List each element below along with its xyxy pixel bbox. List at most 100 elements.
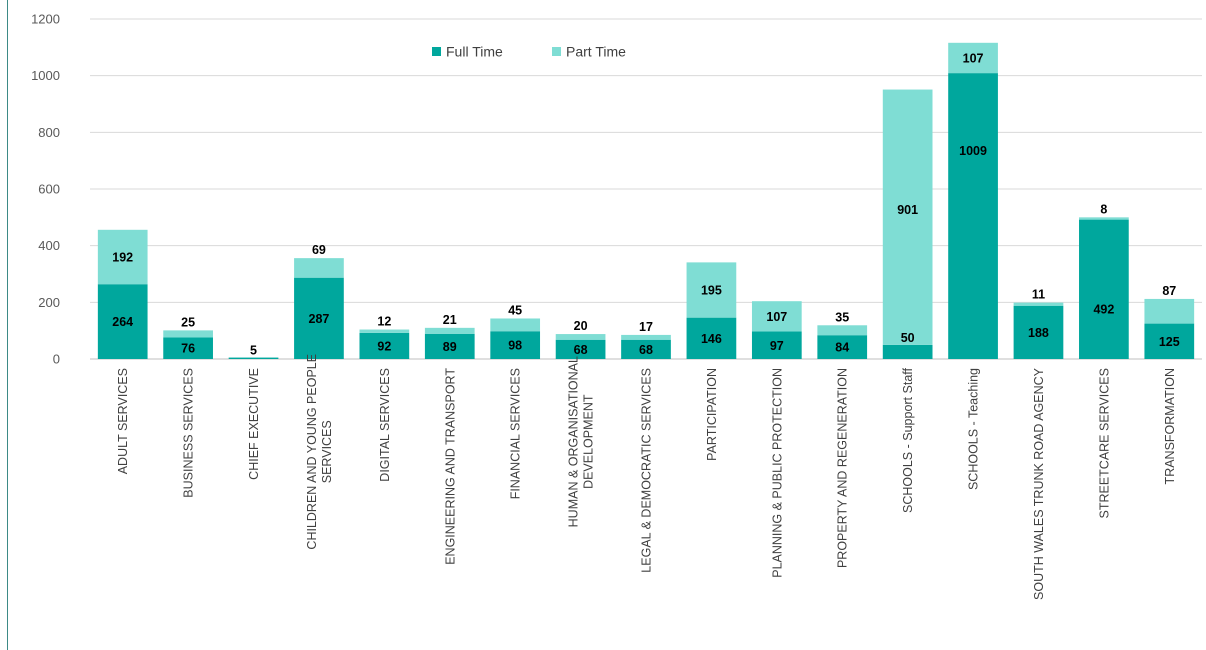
data-label-part-time-16: 87: [1162, 284, 1176, 298]
data-label-part-time-6: 45: [508, 303, 522, 317]
bar-part-time-12: [882, 89, 933, 345]
category-label-10: PLANNING & PUBLIC PROTECTION: [770, 368, 784, 578]
bar-part-time-4: [359, 329, 410, 333]
bar-full-time-3: [294, 277, 344, 359]
category-label-group-5: ENGINEERING AND TRANSPORT: [443, 368, 457, 565]
data-label-full-time-10: 97: [770, 339, 784, 353]
data-label-full-time-13: 1009: [959, 144, 987, 158]
category-label-0: ADULT SERVICES: [116, 368, 130, 474]
y-tick-label-800: 800: [38, 125, 60, 140]
category-label-line: TRANSFORMATION: [1163, 368, 1177, 484]
category-label-9: PARTICIPATION: [705, 368, 719, 461]
data-label-full-time-7: 68: [574, 343, 588, 357]
bar-full-time-15: [1079, 219, 1129, 359]
bar-part-time-15: [1079, 217, 1129, 220]
category-label-group-2: CHIEF EXECUTIVE: [247, 368, 261, 480]
data-label-full-time-12: 50: [901, 331, 915, 345]
category-label-line: STREETCARE SERVICES: [1097, 368, 1111, 519]
legend-label-0: Full Time: [446, 44, 503, 60]
category-label-line: LEGAL & DEMOCRATIC SERVICES: [640, 368, 654, 573]
legend-swatch-1: [552, 47, 561, 56]
category-label-group-15: STREETCARE SERVICES: [1097, 368, 1111, 519]
bar-part-time-5: [424, 327, 475, 334]
bar-part-time-9: [686, 262, 737, 318]
bar-full-time-6: [490, 331, 541, 359]
data-label-full-time-4: 92: [377, 339, 391, 353]
data-label-full-time-5: 89: [443, 340, 457, 354]
bar-full-time-12: [882, 344, 933, 359]
y-tick-label-400: 400: [38, 238, 60, 253]
data-label-part-time-5: 21: [443, 313, 457, 327]
data-label-part-time-15: 8: [1100, 202, 1107, 216]
bar-full-time-10: [751, 331, 802, 359]
bar-full-time-8: [621, 339, 671, 359]
bar-part-time-6: [490, 318, 541, 332]
category-label-12: SCHOOLS - Support Staff: [901, 367, 915, 512]
bar-part-time-13: [948, 42, 998, 74]
category-label-5: ENGINEERING AND TRANSPORT: [443, 368, 457, 565]
data-label-full-time-2: 5: [250, 344, 257, 358]
category-label-line: CHIEF EXECUTIVE: [247, 368, 261, 480]
category-label-7: HUMAN & ORGANISATIONALDEVELOPMENT: [567, 356, 596, 527]
bar-full-time-5: [424, 333, 475, 359]
category-label-line: PARTICIPATION: [705, 368, 719, 461]
bar-full-time-0: [97, 284, 148, 359]
bar-full-time-16: [1144, 323, 1195, 359]
data-label-part-time-12: 901: [897, 203, 918, 217]
legend: Full Time Part Time: [432, 44, 626, 60]
category-label-3: CHILDREN AND YOUNG PEOPLESERVICES: [305, 354, 334, 550]
bar-part-time-16: [1144, 298, 1195, 324]
data-label-full-time-11: 84: [835, 341, 849, 355]
data-label-part-time-8: 17: [639, 320, 653, 334]
category-label-line: CHILDREN AND YOUNG PEOPLE: [305, 354, 319, 550]
y-tick-label-600: 600: [38, 182, 60, 197]
category-label-11: PROPERTY AND REGENERATION: [836, 368, 850, 568]
category-label-group-9: PARTICIPATION: [705, 368, 719, 461]
bar-full-time-9: [686, 317, 737, 359]
y-tick-label-0: 0: [53, 352, 60, 367]
data-label-part-time-1: 25: [181, 315, 195, 329]
bar-full-time-14: [1013, 305, 1064, 359]
data-label-part-time-9: 195: [701, 284, 722, 298]
category-label-6: FINANCIAL SERVICES: [509, 368, 523, 499]
data-label-part-time-13: 107: [963, 51, 984, 65]
legend-swatch-0: [432, 47, 441, 56]
y-tick-label-1200: 1200: [31, 12, 60, 27]
data-label-part-time-0: 192: [112, 251, 133, 265]
category-label-line: SCHOOLS - Support Staff: [901, 367, 915, 512]
bar-part-time-8: [621, 334, 671, 340]
category-label-line: SOUTH WALES TRUNK ROAD AGENCY: [1032, 367, 1046, 600]
bar-part-time-1: [163, 330, 213, 338]
bar-full-time-4: [359, 332, 410, 359]
category-label-line: FINANCIAL SERVICES: [509, 368, 523, 499]
category-label-group-12: SCHOOLS - Support Staff: [901, 367, 915, 512]
bar-part-time-11: [817, 325, 868, 336]
data-label-part-time-10: 107: [766, 310, 787, 324]
category-label-4: DIGITAL SERVICES: [378, 368, 392, 482]
category-label-group-13: SCHOOLS - Teaching: [967, 368, 981, 490]
data-label-full-time-0: 264: [112, 315, 133, 329]
legend-label-1: Part Time: [566, 44, 626, 60]
category-label-16: TRANSFORMATION: [1163, 368, 1177, 484]
category-label-line: PROPERTY AND REGENERATION: [836, 368, 850, 568]
data-label-part-time-11: 35: [835, 310, 849, 324]
data-label-full-time-15: 492: [1093, 303, 1114, 317]
category-label-13: SCHOOLS - Teaching: [967, 368, 981, 490]
bar-full-time-1: [163, 337, 213, 359]
category-label-group-8: LEGAL & DEMOCRATIC SERVICES: [640, 368, 654, 573]
category-label-15: STREETCARE SERVICES: [1097, 368, 1111, 519]
category-label-group-14: SOUTH WALES TRUNK ROAD AGENCY: [1032, 367, 1046, 600]
category-label-line: SERVICES: [320, 420, 334, 483]
category-label-group-11: PROPERTY AND REGENERATION: [836, 368, 850, 568]
bar-part-time-10: [751, 301, 802, 332]
category-label-line: SCHOOLS - Teaching: [967, 368, 981, 490]
bar-part-time-0: [97, 229, 148, 285]
frame-border-line: [7, 0, 8, 650]
data-label-full-time-16: 125: [1159, 335, 1180, 349]
category-label-2: CHIEF EXECUTIVE: [247, 368, 261, 480]
bar-full-time-11: [817, 335, 868, 359]
y-tick-label-200: 200: [38, 295, 60, 310]
bar-full-time-7: [555, 339, 606, 359]
